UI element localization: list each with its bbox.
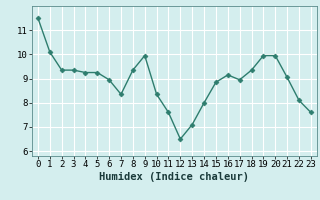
X-axis label: Humidex (Indice chaleur): Humidex (Indice chaleur) [100, 172, 249, 182]
